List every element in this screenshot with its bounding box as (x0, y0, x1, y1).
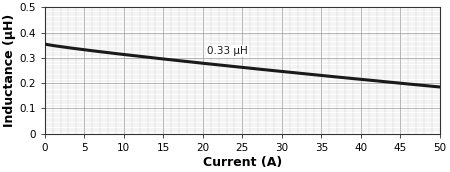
X-axis label: Current (A): Current (A) (203, 155, 282, 169)
Y-axis label: Inductance (μH): Inductance (μH) (4, 14, 17, 127)
Text: 0.33 μH: 0.33 μH (207, 46, 248, 56)
